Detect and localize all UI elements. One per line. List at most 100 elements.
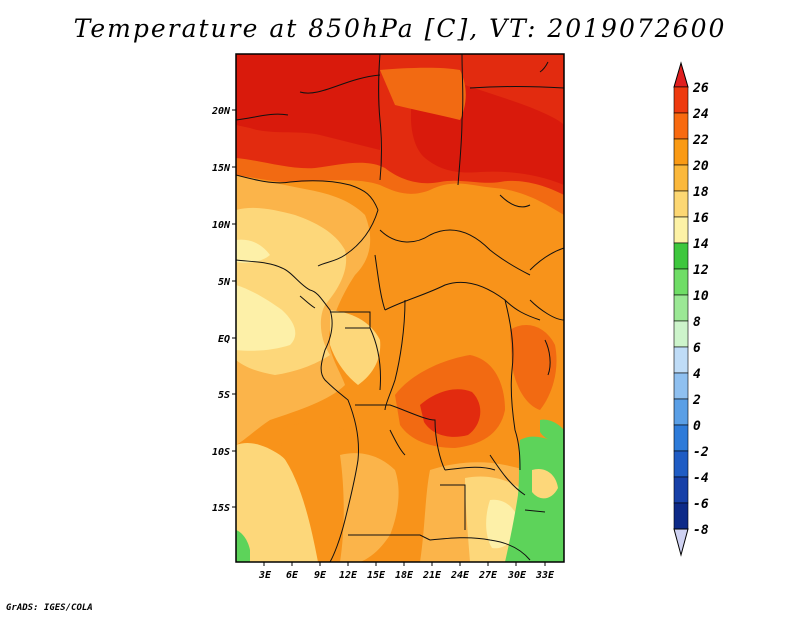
colorbar-label: 10 [693, 289, 709, 304]
field-southwest-pale [236, 443, 322, 562]
lat-label: 10N [212, 220, 231, 231]
colorbar-label: -4 [693, 471, 709, 486]
colorbar-label: 8 [693, 315, 701, 330]
border-gabon-equatorial [330, 311, 371, 329]
lat-label: 5S [218, 390, 230, 401]
colorbar-swatch [673, 190, 689, 218]
field-northwest-veryhot [236, 54, 380, 150]
lon-label: 12E [339, 570, 358, 581]
temperature-field [236, 54, 564, 562]
lat-label: 10S [212, 447, 230, 458]
field-southwest-green [236, 530, 250, 562]
colorbar-top-arrow [673, 61, 689, 88]
border-mali-niger [236, 113, 289, 121]
border-libya-sudan [469, 86, 564, 89]
map-title: Temperature at 850hPa [C], VT: 201907260… [73, 14, 727, 43]
colorbar-label: 12 [693, 263, 709, 278]
border-angola-inner [389, 429, 406, 456]
border-sudan-inner [499, 194, 531, 208]
colorbar-swatch [673, 398, 689, 426]
colorbar-swatch [673, 138, 689, 166]
border-zambia-north [444, 466, 496, 471]
lon-label: 15E [367, 570, 386, 581]
colorbar-swatch [673, 424, 689, 452]
lat-label: 15N [212, 163, 231, 174]
colorbar-swatch [673, 112, 689, 140]
border-mozambique-lake [524, 509, 546, 513]
colorbar-label: 14 [693, 237, 709, 252]
island-bioko [299, 295, 316, 309]
coastline [236, 259, 359, 562]
field-west-verypale [236, 285, 296, 351]
lon-label: 6E [286, 570, 299, 581]
border-lake-victoria [544, 339, 551, 376]
border-congo-gabon [369, 327, 381, 391]
border-nigeria-cameroon [317, 209, 379, 267]
border-uganda [529, 299, 564, 321]
colorbar-swatch [673, 164, 689, 192]
border-niger-chad [378, 54, 382, 181]
colorbar-label: 22 [692, 133, 709, 148]
colorbar-swatch [673, 268, 689, 296]
lat-label: 5N [218, 277, 231, 288]
colorbar-label: -6 [693, 497, 709, 512]
colorbar-label: 24 [692, 107, 709, 122]
border-rift-lakes [504, 299, 521, 471]
colorbar-bottom-arrow [673, 528, 689, 557]
border-zambia-angola [440, 484, 466, 530]
colorbar-swatch [673, 86, 689, 114]
colorbar-label: 26 [692, 81, 709, 96]
field-east-hot [510, 325, 557, 410]
border-car-north [379, 229, 531, 276]
colorbar-label: -2 [693, 445, 709, 460]
lat-label: 15S [212, 503, 230, 514]
field-southeast-pale-patch [532, 468, 558, 499]
lon-label: 9E [314, 570, 327, 581]
border-niger-north [299, 74, 381, 94]
lat-label: 20N [211, 106, 231, 117]
lat-label: EQ [218, 334, 230, 345]
lat-axis: 20N 15N 10N 5N EQ 5S 10S 15S [211, 106, 236, 514]
lon-label: 27E [478, 570, 498, 581]
border-nigeria-niger [236, 174, 379, 211]
colorbar-label: 4 [693, 367, 701, 382]
border-chad-sudan [457, 54, 464, 186]
lon-label: 24E [450, 570, 470, 581]
colorbar-label: 16 [693, 211, 709, 226]
border-cameroon-car [374, 254, 386, 311]
colorbar-label: -8 [693, 523, 709, 538]
colorbar-swatch [673, 502, 689, 530]
lon-label: 3E [258, 570, 272, 581]
colorbar-swatch [673, 294, 689, 322]
border-congo-drc [384, 299, 406, 411]
colorbar-swatch [673, 346, 689, 374]
colorbar-label: 2 [692, 393, 701, 408]
coast-northeast [539, 61, 549, 73]
field-west-verypale-2 [236, 239, 270, 263]
lon-label: 18E [395, 570, 414, 581]
field-east-green-patch [540, 419, 564, 445]
colorbar-swatch [673, 216, 689, 244]
border-malawi [489, 454, 526, 496]
colorbar-swatch [673, 320, 689, 348]
colorbar-label: 0 [693, 419, 701, 434]
colorbar-swatch [673, 476, 689, 504]
colorbar: 26 24 22 20 18 16 14 12 10 8 6 4 2 0 -2 … [673, 61, 709, 557]
lon-label: 33E [535, 570, 555, 581]
grads-credit: GrADS: IGES/COLA [6, 603, 93, 613]
field-southwest-orange [280, 422, 360, 562]
borders [236, 54, 564, 562]
colorbar-label: 18 [693, 185, 709, 200]
field-north-orange-patch [380, 67, 466, 120]
field-central-pale [330, 310, 381, 385]
colorbar-label: 6 [693, 341, 701, 356]
border-angola-drc [355, 404, 446, 471]
map-frame [235, 53, 565, 563]
colorbar-label: 20 [692, 159, 709, 174]
border-zambia-zimbabwe [429, 537, 531, 561]
border-sudan-ssudan [529, 247, 564, 271]
colorbar-swatch [673, 242, 689, 270]
lon-label: 21E [422, 570, 442, 581]
lon-label: 30E [507, 570, 527, 581]
